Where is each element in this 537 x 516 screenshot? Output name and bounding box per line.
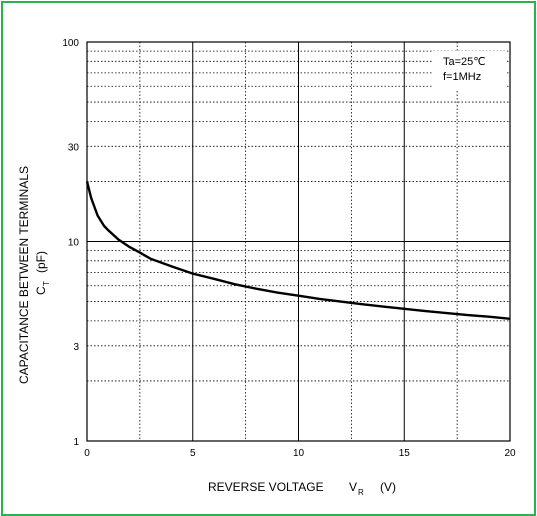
- x-tick-label: 20: [504, 448, 516, 459]
- y-tick-labels: 1 3 10 30 100: [62, 38, 79, 448]
- x-axis-symbol: V: [349, 480, 357, 494]
- y-axis-symbol: C: [34, 286, 48, 295]
- x-axis-label: REVERSE VOLTAGE: [208, 480, 324, 494]
- x-tick-label: 10: [293, 448, 305, 459]
- y-axis-unit: (pF): [34, 251, 48, 273]
- major-grid: [87, 42, 510, 441]
- x-tick-label: 0: [84, 448, 90, 459]
- y-tick-label: 3: [73, 342, 79, 353]
- annotation-frequency: f=1MHz: [443, 71, 481, 83]
- x-axis-subscript: R: [358, 488, 364, 497]
- annotation-box: [432, 51, 506, 89]
- x-axis-unit: (V): [380, 480, 396, 494]
- y-tick-label: 1: [73, 437, 79, 448]
- y-axis-label: CAPACITANCE BETWEEN TERMINALS: [17, 166, 31, 384]
- capacitance-curve: [85, 181, 511, 320]
- y-axis-subscript: T: [42, 281, 51, 286]
- y-tick-label: 30: [68, 142, 80, 153]
- y-axis-symbol-group: C T (pF): [34, 251, 51, 295]
- x-tick-label: 5: [190, 448, 196, 459]
- annotation-temperature: Ta=25℃: [443, 56, 486, 68]
- y-axis-title-group: CAPACITANCE BETWEEN TERMINALS: [17, 166, 31, 384]
- x-tick-label: 15: [399, 448, 411, 459]
- y-tick-label: 10: [68, 238, 80, 249]
- x-tick-labels: 0 5 10 15 20: [84, 448, 516, 459]
- plot-area-border: [86, 41, 511, 442]
- y-tick-label: 100: [62, 38, 79, 49]
